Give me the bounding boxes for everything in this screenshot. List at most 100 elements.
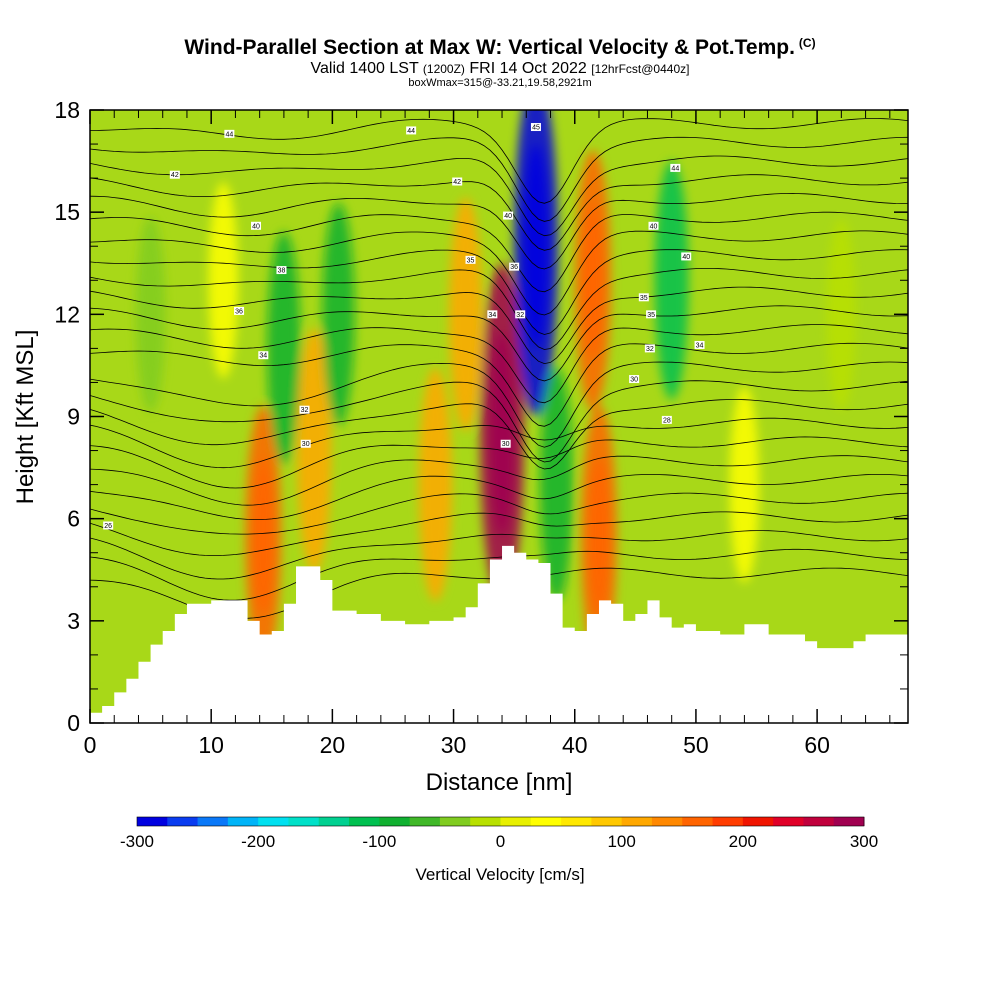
svg-text:36: 36 (235, 308, 243, 315)
svg-text:28: 28 (663, 417, 671, 424)
colorbar-frame (136, 816, 865, 827)
theta-label-4: 42 (452, 177, 463, 186)
svg-text:32: 32 (516, 312, 524, 319)
colorbar-swatch (409, 817, 441, 826)
y-tick-label: 6 (67, 506, 80, 532)
svg-text:40: 40 (650, 223, 658, 230)
colorbar-swatch (227, 817, 259, 826)
velocity-core-3 (589, 457, 609, 614)
theta-label-3: 42 (169, 170, 180, 179)
colorbar-swatch (621, 817, 653, 826)
theta-label-10: 35 (465, 255, 476, 264)
svg-text:32: 32 (646, 346, 654, 353)
theta-contour-line (90, 268, 908, 350)
theta-contour-line (90, 548, 908, 601)
velocity-cell-6 (418, 367, 453, 602)
theta-label-23: 30 (300, 439, 311, 448)
colorbar-tick-label: 200 (729, 832, 757, 851)
colorbar-swatch (288, 817, 320, 826)
theta-contours (90, 118, 908, 619)
velocity-cell-11 (654, 160, 689, 400)
svg-text:44: 44 (407, 128, 415, 135)
colorbar-swatch (349, 817, 380, 826)
svg-text:44: 44 (225, 131, 233, 138)
x-tick-label: 40 (562, 732, 588, 758)
colorbar-swatch (742, 817, 774, 826)
svg-text:30: 30 (302, 441, 310, 448)
theta-contour-line (90, 136, 908, 222)
velocity-cell-15 (826, 219, 856, 410)
theta-contour-line (90, 417, 908, 469)
velocity-cell-14 (729, 386, 760, 583)
theta-contour-line (90, 192, 908, 270)
colorbar-swatch (318, 817, 350, 826)
y-tick-label: 12 (54, 301, 80, 327)
valid-prefix: Valid 1400 LST (310, 60, 419, 77)
svg-text:42: 42 (453, 179, 461, 186)
x-axis-label: Distance [nm] (426, 769, 573, 796)
terrain-mask (90, 545, 908, 723)
box-info: boxWmax=315@-33.21,19.58,2921m (408, 77, 592, 89)
theta-contour-line (90, 399, 908, 470)
svg-text:35: 35 (640, 295, 648, 302)
theta-contour-line (90, 361, 908, 448)
theta-contour-line (90, 286, 908, 365)
colorbar-tick-label: -300 (120, 832, 154, 851)
x-tick-label: 50 (683, 732, 709, 758)
svg-text:35: 35 (647, 312, 655, 319)
velocity-core-2 (583, 202, 603, 359)
y-tick-label: 0 (67, 710, 80, 736)
colorbar-swatch (591, 817, 623, 826)
theta-label-8: 40 (648, 221, 659, 230)
theta-label-22: 32 (299, 405, 310, 414)
velocity-cell-4 (539, 367, 574, 602)
theta-contour-line (90, 305, 908, 382)
svg-text:36: 36 (510, 264, 518, 271)
y-tick-label: 18 (54, 97, 80, 123)
colorbar-swatch (561, 817, 592, 826)
velocity-core-8 (253, 457, 274, 614)
theta-label-1: 44 (406, 126, 417, 135)
theta-contour-line (90, 155, 908, 237)
theta-contour-line (90, 530, 908, 580)
theta-contour-line (90, 324, 908, 404)
svg-text:34: 34 (696, 342, 704, 349)
svg-text:40: 40 (504, 213, 512, 220)
theta-contour-line (90, 436, 908, 489)
theta-label-12: 40 (681, 252, 692, 261)
theta-label-14: 34 (487, 310, 498, 319)
colorbar-swatch (439, 817, 471, 826)
colorbar-swatch (530, 817, 562, 826)
velocity-core-0 (489, 331, 515, 536)
theta-label-6: 40 (251, 221, 262, 230)
theta-label-26: 26 (103, 521, 114, 530)
theta-label-25: 28 (661, 415, 672, 424)
x-tick-label: 60 (804, 732, 830, 758)
colorbar-swatch (137, 817, 168, 826)
theta-contour-line (90, 492, 908, 535)
x-tick-label: 10 (198, 732, 224, 758)
theta-label-9: 38 (276, 266, 287, 275)
velocity-cell-13 (135, 216, 166, 413)
y-tick-label: 9 (67, 404, 80, 430)
colorbar-swatch (682, 817, 714, 826)
colorbar-swatch (803, 817, 835, 826)
svg-text:44: 44 (671, 165, 679, 172)
theta-contour-line (90, 511, 908, 556)
y-axis-label: Height [Kft MSL] (12, 330, 39, 505)
colorbar-swatch (167, 817, 199, 826)
valid-time-line: Valid 1400 LST (1200Z) FRI 14 Oct 2022 [… (0, 60, 1000, 78)
svg-text:30: 30 (502, 441, 510, 448)
colorbar-tick-label: 300 (850, 832, 878, 851)
velocity-cell-12 (208, 182, 239, 379)
theta-label-15: 32 (515, 310, 526, 319)
velocity-cell-9 (267, 231, 301, 466)
colorbar-swatch (500, 817, 532, 826)
colorbar-swatch (712, 817, 744, 826)
theta-label-16: 35 (638, 293, 649, 302)
colorbar-tick-label: -200 (241, 832, 275, 851)
valid-date: FRI 14 Oct 2022 (469, 60, 587, 77)
theta-label-17: 35 (646, 310, 657, 319)
colorbar-swatch (197, 817, 229, 826)
